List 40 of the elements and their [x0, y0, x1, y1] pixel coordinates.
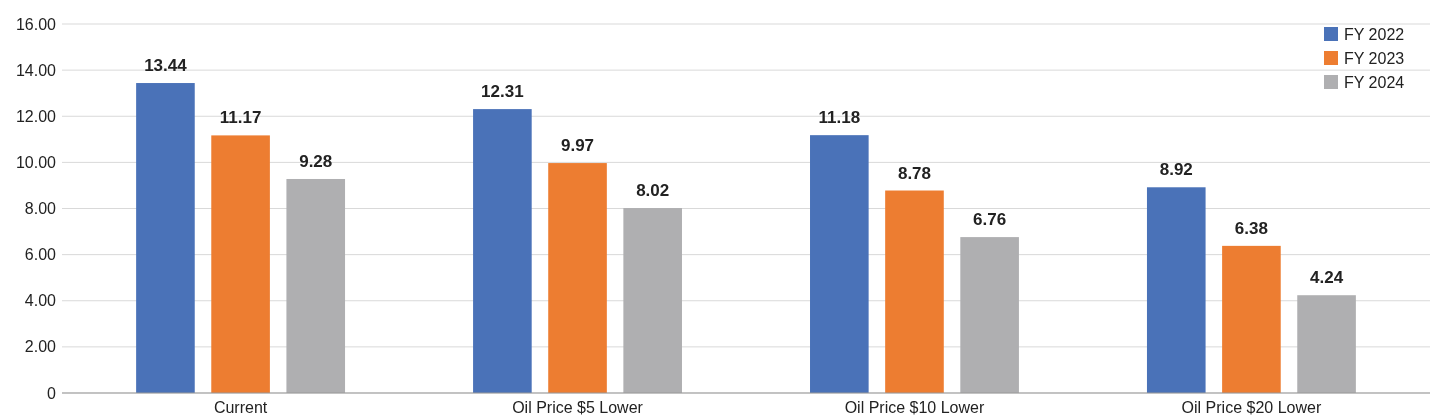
- y-tick-label: 16.00: [15, 15, 57, 33]
- data-label: 8.02: [636, 181, 670, 201]
- legend-label: FY 2024: [1344, 73, 1405, 91]
- data-label: 12.31: [481, 82, 524, 102]
- data-label: 8.92: [1159, 160, 1193, 180]
- bar: [211, 135, 270, 393]
- y-tick-label: 6.00: [24, 246, 57, 264]
- bar: [1146, 187, 1206, 393]
- bar: [548, 163, 607, 393]
- legend-label: FY 2022: [1344, 25, 1405, 43]
- y-tick-label: 2.00: [24, 338, 57, 356]
- data-label: 6.76: [973, 210, 1007, 230]
- y-tick-label: 12.00: [15, 107, 57, 125]
- bar: [473, 109, 532, 393]
- x-tick-label: Current: [213, 399, 268, 416]
- data-label: 9.28: [299, 151, 333, 171]
- y-tick-label: 14.00: [15, 61, 57, 79]
- bar: [810, 135, 869, 393]
- y-tick-label: 0: [47, 384, 57, 402]
- bar: [885, 190, 944, 393]
- data-label: 6.38: [1234, 218, 1268, 238]
- legend-label: FY 2023: [1344, 49, 1405, 67]
- data-label: 11.17: [219, 108, 262, 128]
- data-label: 13.44: [144, 56, 188, 76]
- bar: [286, 178, 346, 393]
- data-label: 8.78: [897, 163, 932, 183]
- y-tick-label: 8.00: [24, 200, 57, 218]
- data-label: 4.24: [1310, 268, 1344, 288]
- data-label: 9.97: [560, 136, 595, 156]
- bar: [1297, 295, 1356, 393]
- y-tick-label: 10.00: [15, 153, 57, 171]
- x-tick-label: Oil Price $10 Lower: [844, 399, 985, 416]
- data-label: 11.18: [818, 108, 861, 128]
- bar: [623, 208, 682, 393]
- x-tick-label: Oil Price $20 Lower: [1181, 399, 1322, 416]
- bar: [1222, 245, 1281, 393]
- bar: [960, 237, 1019, 393]
- x-tick-label: Oil Price $5 Lower: [512, 399, 644, 416]
- y-tick-label: 4.00: [24, 292, 57, 310]
- bar: [136, 83, 195, 393]
